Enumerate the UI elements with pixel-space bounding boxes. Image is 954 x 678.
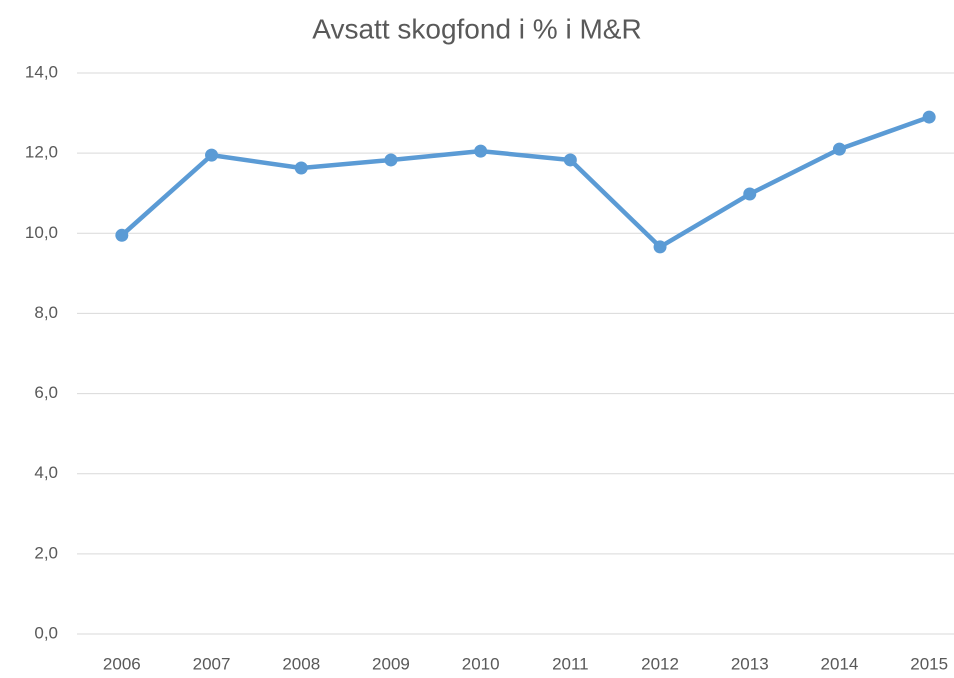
y-tick-label: 4,0 — [34, 463, 58, 482]
x-tick-label: 2007 — [193, 654, 231, 673]
y-tick-label: 2,0 — [34, 543, 58, 562]
data-point — [205, 149, 218, 162]
x-tick-label: 2006 — [103, 654, 141, 673]
data-point — [923, 111, 936, 124]
y-tick-label: 8,0 — [34, 303, 58, 322]
data-point — [474, 145, 487, 158]
y-tick-label: 6,0 — [34, 383, 58, 402]
y-tick-label: 0,0 — [34, 623, 58, 642]
data-point — [654, 240, 667, 253]
x-tick-label: 2013 — [731, 654, 769, 673]
y-tick-label: 12,0 — [25, 143, 58, 162]
data-point — [833, 143, 846, 156]
x-tick-label: 2014 — [821, 654, 859, 673]
x-tick-label: 2008 — [282, 654, 320, 673]
data-point — [564, 153, 577, 166]
y-tick-label: 14,0 — [25, 62, 58, 81]
data-point — [295, 161, 308, 174]
x-tick-label: 2012 — [641, 654, 679, 673]
data-point — [743, 188, 756, 201]
data-point — [115, 229, 128, 242]
x-tick-label: 2015 — [910, 654, 948, 673]
chart: Avsatt skogfond i % i M&R 0,0 2,0 4,0 6,0 8,… — [0, 0, 954, 678]
chart-title: Avsatt skogfond i % i M&R — [312, 13, 641, 44]
y-tick-label: 10,0 — [25, 223, 58, 242]
data-line — [122, 117, 929, 247]
data-point — [384, 153, 397, 166]
x-tick-label: 2009 — [372, 654, 410, 673]
x-tick-label: 2011 — [552, 654, 589, 673]
x-tick-label: 2010 — [462, 654, 500, 673]
